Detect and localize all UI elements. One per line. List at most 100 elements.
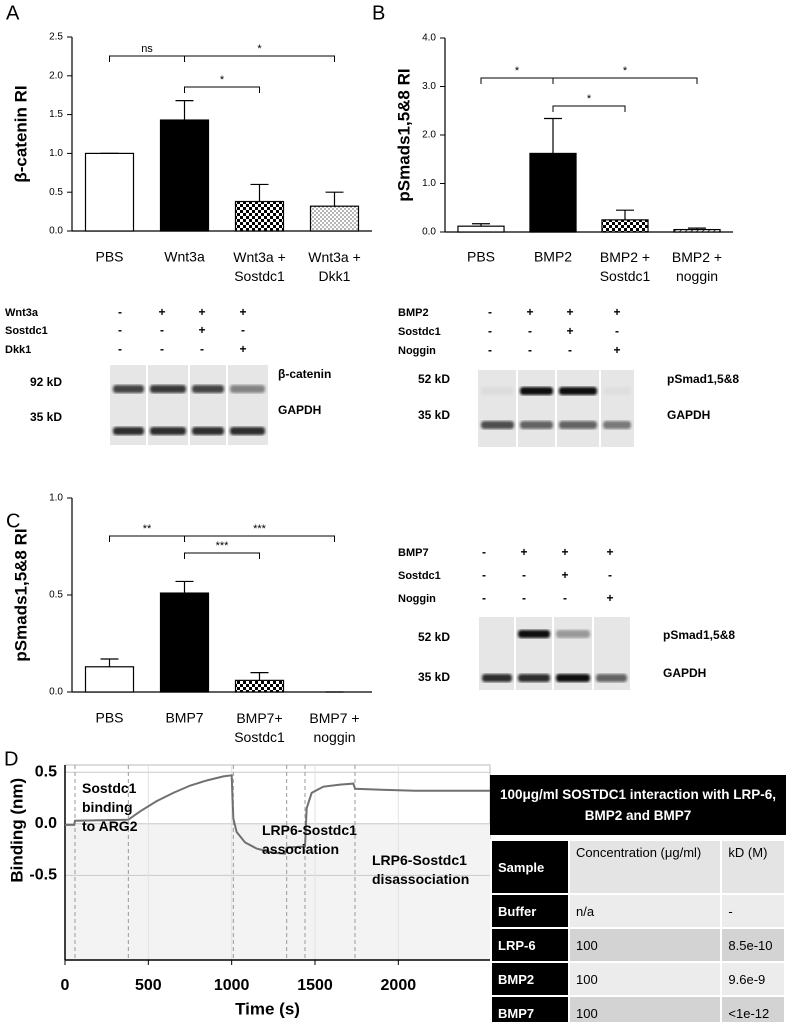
table-cell: kD (M) bbox=[720, 839, 786, 895]
table-cell: 8.5e-10 bbox=[720, 927, 786, 963]
y-tick-label: 1.0 bbox=[422, 178, 436, 189]
bar bbox=[159, 119, 210, 232]
table-row: BMP7 100 <1e-12 bbox=[490, 995, 786, 1022]
significance-label: *** bbox=[216, 540, 230, 552]
blot-row-label: Dkk1 bbox=[5, 344, 31, 356]
blot-sign: + bbox=[239, 342, 246, 356]
y-tick-label: 0.5 bbox=[35, 763, 57, 780]
bar bbox=[84, 152, 135, 232]
blot-band bbox=[481, 387, 514, 395]
table-cell: <1e-12 bbox=[720, 995, 786, 1022]
y-axis-label: pSmads1,5&8 RI bbox=[11, 528, 30, 661]
error-bar bbox=[325, 191, 344, 207]
bar bbox=[457, 225, 505, 233]
x-tick-label: Wnt3a + Sostdc1 bbox=[233, 249, 286, 284]
blot-sign: - bbox=[608, 568, 612, 582]
annotation: LRP6-Sostdc1 association bbox=[262, 822, 357, 857]
x-tick-label: 2000 bbox=[381, 977, 417, 994]
x-axis-label: Time (s) bbox=[235, 999, 300, 1018]
blot-row-label: Sostdc1 bbox=[5, 325, 48, 337]
blot-band bbox=[556, 674, 590, 682]
table-cell: LRP-6 bbox=[490, 927, 570, 963]
band-label: β-catenin bbox=[278, 367, 331, 381]
y-tick-label: 2.0 bbox=[49, 70, 63, 81]
mw-marker: 35 kD bbox=[418, 408, 450, 422]
blot-sign: - bbox=[615, 324, 619, 338]
blot-sign: + bbox=[198, 305, 205, 319]
significance-label: * bbox=[220, 74, 225, 86]
blot-sign: - bbox=[488, 343, 492, 357]
bar bbox=[673, 228, 721, 233]
blot-band bbox=[230, 385, 265, 393]
bar bbox=[234, 679, 285, 693]
y-tick-label: 3.0 bbox=[422, 81, 436, 92]
table-row: Sample Concentration (μg/ml) kD (M) bbox=[490, 839, 786, 895]
blot-sign: - bbox=[528, 324, 532, 338]
significance-bracket bbox=[184, 535, 335, 542]
blot-sign: - bbox=[522, 591, 526, 605]
y-tick-label: 0.0 bbox=[49, 687, 63, 698]
blot-sign: + bbox=[613, 305, 620, 319]
bar bbox=[159, 592, 210, 693]
table-cell: 100 bbox=[567, 961, 723, 997]
error-bar bbox=[175, 580, 194, 594]
y-tick-label: 0.0 bbox=[49, 226, 63, 237]
significance-label: * bbox=[623, 65, 628, 77]
blot-band bbox=[230, 427, 265, 435]
significance-label: * bbox=[515, 65, 520, 77]
significance-label: * bbox=[587, 93, 592, 105]
panel-letter: A bbox=[6, 2, 20, 24]
y-axis-label: β-catenin RI bbox=[11, 85, 30, 182]
blot-band bbox=[481, 421, 514, 429]
blot-row-label: Sostdc1 bbox=[398, 570, 441, 582]
y-tick-label: 1.0 bbox=[49, 148, 63, 159]
table-row: BMP2 100 9.6e-9 bbox=[490, 961, 786, 997]
blot-row-label: Wnt3a bbox=[5, 307, 39, 319]
blot-sign: + bbox=[520, 545, 527, 559]
significance-label: ** bbox=[143, 523, 152, 535]
x-tick-label: BMP7 + noggin bbox=[309, 710, 359, 745]
y-tick-label: 0.5 bbox=[49, 187, 63, 198]
significance-bracket bbox=[109, 535, 185, 542]
x-tick-label: BMP2 bbox=[534, 249, 572, 265]
bar bbox=[234, 200, 285, 232]
x-tick-label: 500 bbox=[135, 977, 162, 994]
significance-bracket bbox=[552, 105, 626, 112]
mw-marker: 52 kD bbox=[418, 630, 450, 644]
y-axis-label: pSmads1,5&8 RI bbox=[394, 68, 413, 201]
y-tick-label: 1.5 bbox=[49, 109, 63, 120]
table-cell: Sample bbox=[490, 839, 570, 895]
significance-bracket bbox=[552, 77, 698, 84]
mw-marker: 35 kD bbox=[30, 410, 62, 424]
panel-letter: D bbox=[4, 748, 18, 770]
blot-row-label: BMP7 bbox=[398, 547, 429, 559]
x-tick-label: PBS bbox=[95, 249, 123, 265]
blot-sign: + bbox=[561, 545, 568, 559]
table-cell: 100 bbox=[567, 927, 723, 963]
blot-sign: - bbox=[563, 591, 567, 605]
blot-sign: + bbox=[566, 305, 573, 319]
blot-sign: - bbox=[482, 545, 486, 559]
binding-table: 100μg/ml SOSTDC1 interaction with LRP-6,… bbox=[490, 775, 786, 1022]
error-bar bbox=[250, 183, 269, 202]
y-tick-label: 1.0 bbox=[49, 493, 63, 504]
y-tick-label: 4.0 bbox=[422, 33, 436, 44]
blot-sign: - bbox=[118, 323, 122, 337]
table-cell: BMP2 bbox=[490, 961, 570, 997]
x-tick-label: Wnt3a + Dkk1 bbox=[308, 249, 361, 284]
blot-band bbox=[113, 427, 144, 435]
error-bar bbox=[688, 227, 706, 230]
blot-sign: + bbox=[566, 324, 573, 338]
annotation: Sostdc1 binding to ARG2 bbox=[82, 780, 138, 834]
x-tick-label: 1500 bbox=[297, 977, 333, 994]
band-label: GAPDH bbox=[667, 408, 710, 422]
blot-band bbox=[520, 421, 553, 429]
blot-sign: + bbox=[158, 305, 165, 319]
y-tick-label: 2.0 bbox=[422, 130, 436, 141]
blot-sign: - bbox=[118, 305, 122, 319]
panel-letter: C bbox=[6, 510, 20, 532]
blot-band bbox=[192, 427, 224, 435]
blot-sign: + bbox=[198, 323, 205, 337]
error-bar bbox=[100, 658, 119, 667]
